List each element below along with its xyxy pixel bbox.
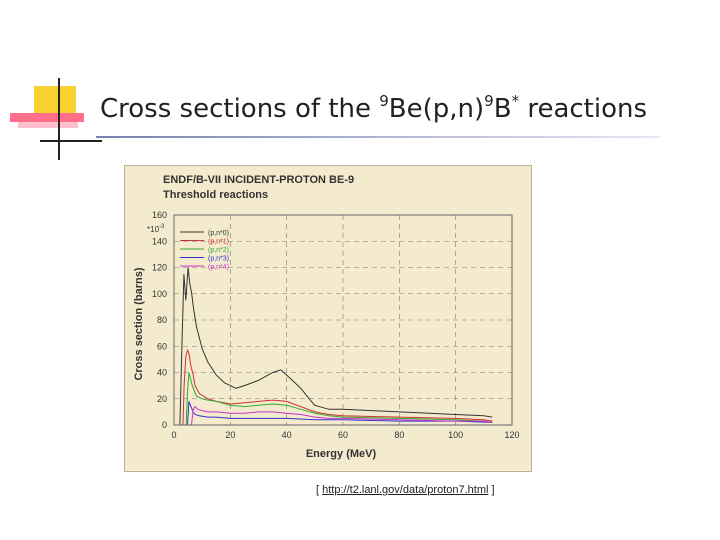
grid — [174, 215, 512, 425]
x-tick-label: 0 — [171, 430, 176, 440]
x-tick-label: 20 — [225, 430, 235, 440]
slide-title: Cross sections of the 9Be(p,n)9B* reacti… — [100, 92, 648, 124]
y-tick-label: 80 — [157, 315, 167, 325]
y-tick-label: 20 — [157, 394, 167, 404]
legend-label-0: (p,n*0) — [208, 230, 229, 237]
source-link[interactable]: http://t2.lanl.gov/data/proton7.html — [322, 484, 489, 496]
y-tick-label: 160 — [152, 210, 167, 220]
cross-section-chart: ENDF/B-VII INCIDENT-PROTON BE-9 Threshol… — [133, 174, 520, 460]
title-mid-2: B — [493, 94, 512, 124]
y-tick-label: 60 — [157, 341, 167, 351]
y-multiplier-exp: -3 — [159, 224, 165, 230]
deco-horizontal-line — [40, 140, 102, 142]
x-tick-label: 60 — [338, 430, 348, 440]
title-mid-1: Be(p,n) — [388, 94, 485, 124]
legend-label-3: (p,n*3) — [208, 256, 229, 263]
legend: (p,n*0) (p,n*1)(p,n*2) (p,n*3)(p,n*4) — [180, 230, 229, 271]
series-line-4 — [191, 405, 493, 426]
legend-label-2: (p,n*2) — [208, 247, 229, 254]
legend-label-1: (p,n*1) — [208, 239, 229, 246]
source-citation: [ http://t2.lanl.gov/data/proton7.html ] — [316, 484, 495, 496]
deco-red-bar — [10, 113, 84, 122]
title-sup-mass-2: 9 — [484, 92, 494, 110]
y-tick-label: 140 — [152, 236, 167, 246]
title-sup-excited: * — [511, 92, 520, 110]
x-tick-label: 120 — [504, 430, 519, 440]
title-prefix: Cross sections of the — [100, 94, 380, 124]
series-lines — [179, 267, 493, 426]
deco-vertical-line — [58, 78, 60, 160]
x-tick-label: 100 — [448, 430, 463, 440]
deco-title-rule — [96, 136, 660, 138]
series-line-0 — [179, 267, 493, 426]
y-tick-label: 100 — [152, 289, 167, 299]
y-tick-label: 120 — [152, 263, 167, 273]
y-multiplier: *10-3 — [147, 224, 165, 234]
y-tick-label: 0 — [162, 420, 167, 430]
series-line-3 — [187, 401, 493, 426]
x-tick-label: 80 — [394, 430, 404, 440]
source-open-bracket: [ — [316, 484, 323, 496]
title-suffix: reactions — [519, 94, 648, 124]
y-multiplier-base: *10 — [147, 225, 160, 234]
chart-panel: ENDF/B-VII INCIDENT-PROTON BE-9 Threshol… — [124, 165, 532, 472]
source-close-bracket: ] — [488, 484, 495, 496]
deco-pink-bar — [18, 122, 78, 128]
legend-label-4: (p,n*4) — [208, 264, 229, 271]
y-axis-label: Cross section (barns) — [133, 267, 145, 380]
x-tick-label: 40 — [282, 430, 292, 440]
x-axis-label: Energy (MeV) — [306, 448, 377, 460]
chart-title: ENDF/B-VII INCIDENT-PROTON BE-9 — [163, 174, 354, 186]
title-sup-mass-1: 9 — [379, 92, 389, 110]
tick-labels: 0 20 40 60 80 100 120 0 20 40 60 80 100 120 140 160 — [152, 210, 520, 440]
chart-subtitle: Threshold reactions — [163, 189, 268, 201]
y-tick-label: 40 — [157, 368, 167, 378]
plot-frame — [173, 214, 513, 426]
series-line-2 — [185, 372, 493, 426]
series-line-1 — [182, 348, 493, 426]
